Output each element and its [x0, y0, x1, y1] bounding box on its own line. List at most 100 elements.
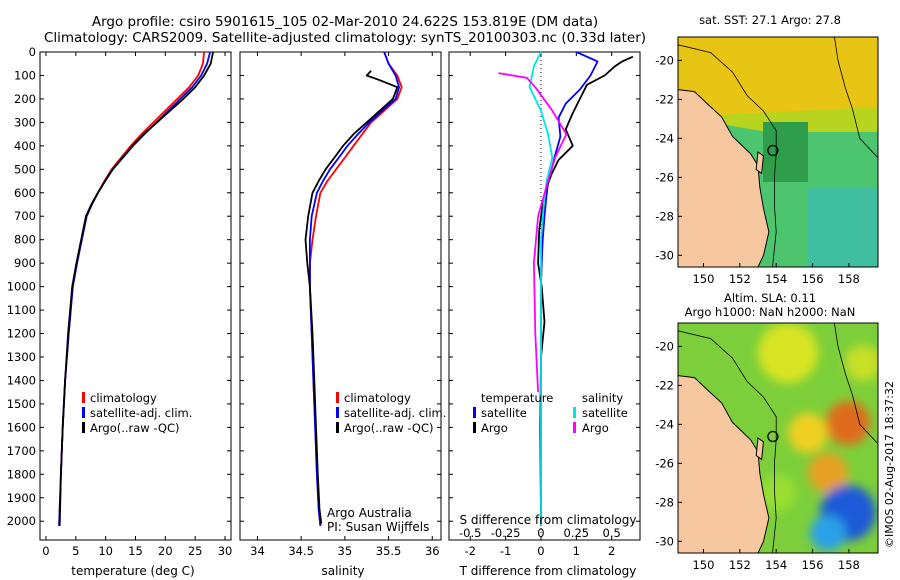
map-ytick-label: -30 [655, 248, 674, 262]
sla-anomaly [758, 323, 818, 383]
sst-cool-patch [808, 187, 878, 267]
legend-title-salinity: salinity [582, 391, 623, 405]
legend-label-satellite: satellite-adj. clim. [90, 406, 192, 420]
ytick-label: 1000 [7, 280, 36, 294]
ytick-label: 1900 [7, 491, 36, 505]
xtick-label: 0 [42, 544, 49, 558]
ytick-label: 1600 [7, 420, 36, 434]
salinity-annotation-line2: PI: Susan Wijffels [327, 520, 429, 534]
plot-frame [239, 51, 442, 541]
map-xtick-label: 158 [838, 272, 860, 286]
map-xtick-label: 156 [802, 272, 824, 286]
figure-title-line1: Argo profile: csiro 5901615_105 02-Mar-2… [92, 14, 598, 30]
sla-anomaly [808, 453, 848, 493]
xtick-label: 35.5 [376, 544, 402, 558]
legend-label-s-argo: Argo [582, 421, 609, 435]
map-field [678, 323, 878, 553]
float-position-marker [767, 144, 779, 157]
stick-label: 0.5 [603, 526, 621, 540]
ytick-label: 1200 [7, 327, 36, 341]
temperature-xlabel: temperature (deg C) [71, 564, 194, 578]
stick-label: 0.25 [564, 526, 590, 540]
map-ytick-label: -22 [655, 92, 674, 106]
map-xtick-label: 154 [765, 558, 787, 572]
xtick-label: 25 [188, 544, 203, 558]
plot-frame [448, 51, 641, 541]
bathymetry-contour [834, 37, 878, 159]
ytick-label: 0 [29, 45, 36, 59]
xtick-label: -1 [500, 544, 511, 558]
temperature-panel: 0100200300400500600700800900100011001200… [7, 45, 233, 558]
legend-swatch-satellite [336, 407, 339, 418]
ytick-label: 200 [14, 92, 36, 106]
map-ytick-label: -22 [655, 378, 674, 392]
ytick-label: 900 [14, 256, 36, 270]
legend-swatch-climatology [82, 392, 85, 403]
map-ytick-label: -26 [655, 456, 674, 470]
series-line-argo-raw-qc- [58, 51, 214, 526]
map-frame [677, 36, 879, 268]
xtick-label: 34.5 [288, 544, 314, 558]
ytick-label: 1100 [7, 303, 36, 317]
map-ytick-label: -28 [655, 209, 674, 223]
map-ytick-label: -20 [655, 339, 674, 353]
map-xtick-label: 150 [692, 558, 714, 572]
legend-label-argo: Argo(..raw -QC) [344, 421, 434, 435]
series-line-temperature-argo [537, 55, 634, 524]
ytick-label: 1500 [7, 397, 36, 411]
ytick-label: 800 [14, 233, 36, 247]
series-line-argo-raw-qc- [304, 70, 399, 524]
xtick-label: 35 [338, 544, 353, 558]
xtick-label: 1 [573, 544, 580, 558]
sst-map-title: sat. SST: 27.1 Argo: 27.8 [699, 13, 841, 27]
legend-label-t-satellite: satellite [481, 406, 527, 420]
xtick-label: 2 [608, 544, 615, 558]
map-xtick-label: 150 [692, 272, 714, 286]
salinity-xlabel: salinity [321, 564, 364, 578]
bathymetry-contour [678, 330, 777, 553]
legend-label-argo: Argo(..raw -QC) [90, 421, 180, 435]
land-mass [678, 89, 770, 267]
bathymetry-contour [834, 323, 878, 445]
legend-swatch-climatology [336, 392, 339, 403]
xtick-label: 0 [537, 544, 544, 558]
sla-map: 150 152 154 156 158 -20 -22 -24 -26 -28 -30 [655, 322, 879, 572]
map-ytick-label: -24 [655, 417, 674, 431]
legend-label-s-satellite: satellite [582, 406, 628, 420]
sst-warm-band [678, 37, 878, 117]
sla-anomalies [758, 323, 878, 551]
xtick-label: -2 [464, 544, 475, 558]
sla-anomaly [810, 515, 846, 551]
fraser-island [755, 151, 764, 175]
legend-swatch-satellite [82, 407, 85, 418]
stick-label: -0.25 [491, 526, 521, 540]
legend-swatch-t-argo [473, 422, 476, 433]
sst-transition [678, 107, 878, 132]
sla-anomaly [845, 345, 878, 381]
difference-xlabel-top: S difference from climatology [460, 513, 637, 527]
map-xtick-label: 156 [802, 558, 824, 572]
sla-anomaly [826, 401, 870, 445]
series-line-salinity-satellite [528, 51, 554, 526]
xtick-label: 20 [158, 544, 173, 558]
map-ytick-label: -26 [655, 170, 674, 184]
difference-legend: temperature salinity satellite Argo sate… [473, 391, 628, 435]
salinity-legend: climatology satellite-adj. clim. Argo(..… [336, 391, 446, 435]
map-xtick-label: 152 [729, 272, 751, 286]
fraser-island [755, 437, 764, 461]
xtick-label: 30 [218, 544, 233, 558]
legend-title-temperature: temperature [481, 391, 553, 405]
map-xtick-label: 154 [765, 272, 787, 286]
credit-text: ©IMOS 02-Aug-2017 18:37:32 [883, 381, 896, 548]
map-ytick-label: -24 [655, 131, 674, 145]
salinity-panel: 34 34.5 35 35.5 36 [239, 51, 442, 558]
xtick-label: 34 [250, 544, 265, 558]
ytick-label: 100 [14, 68, 36, 82]
ytick-label: 1700 [7, 444, 36, 458]
land-mass [678, 375, 770, 553]
legend-swatch-argo [336, 422, 339, 433]
legend-swatch-t-satellite [473, 407, 476, 418]
legend-swatch-argo [82, 422, 85, 433]
